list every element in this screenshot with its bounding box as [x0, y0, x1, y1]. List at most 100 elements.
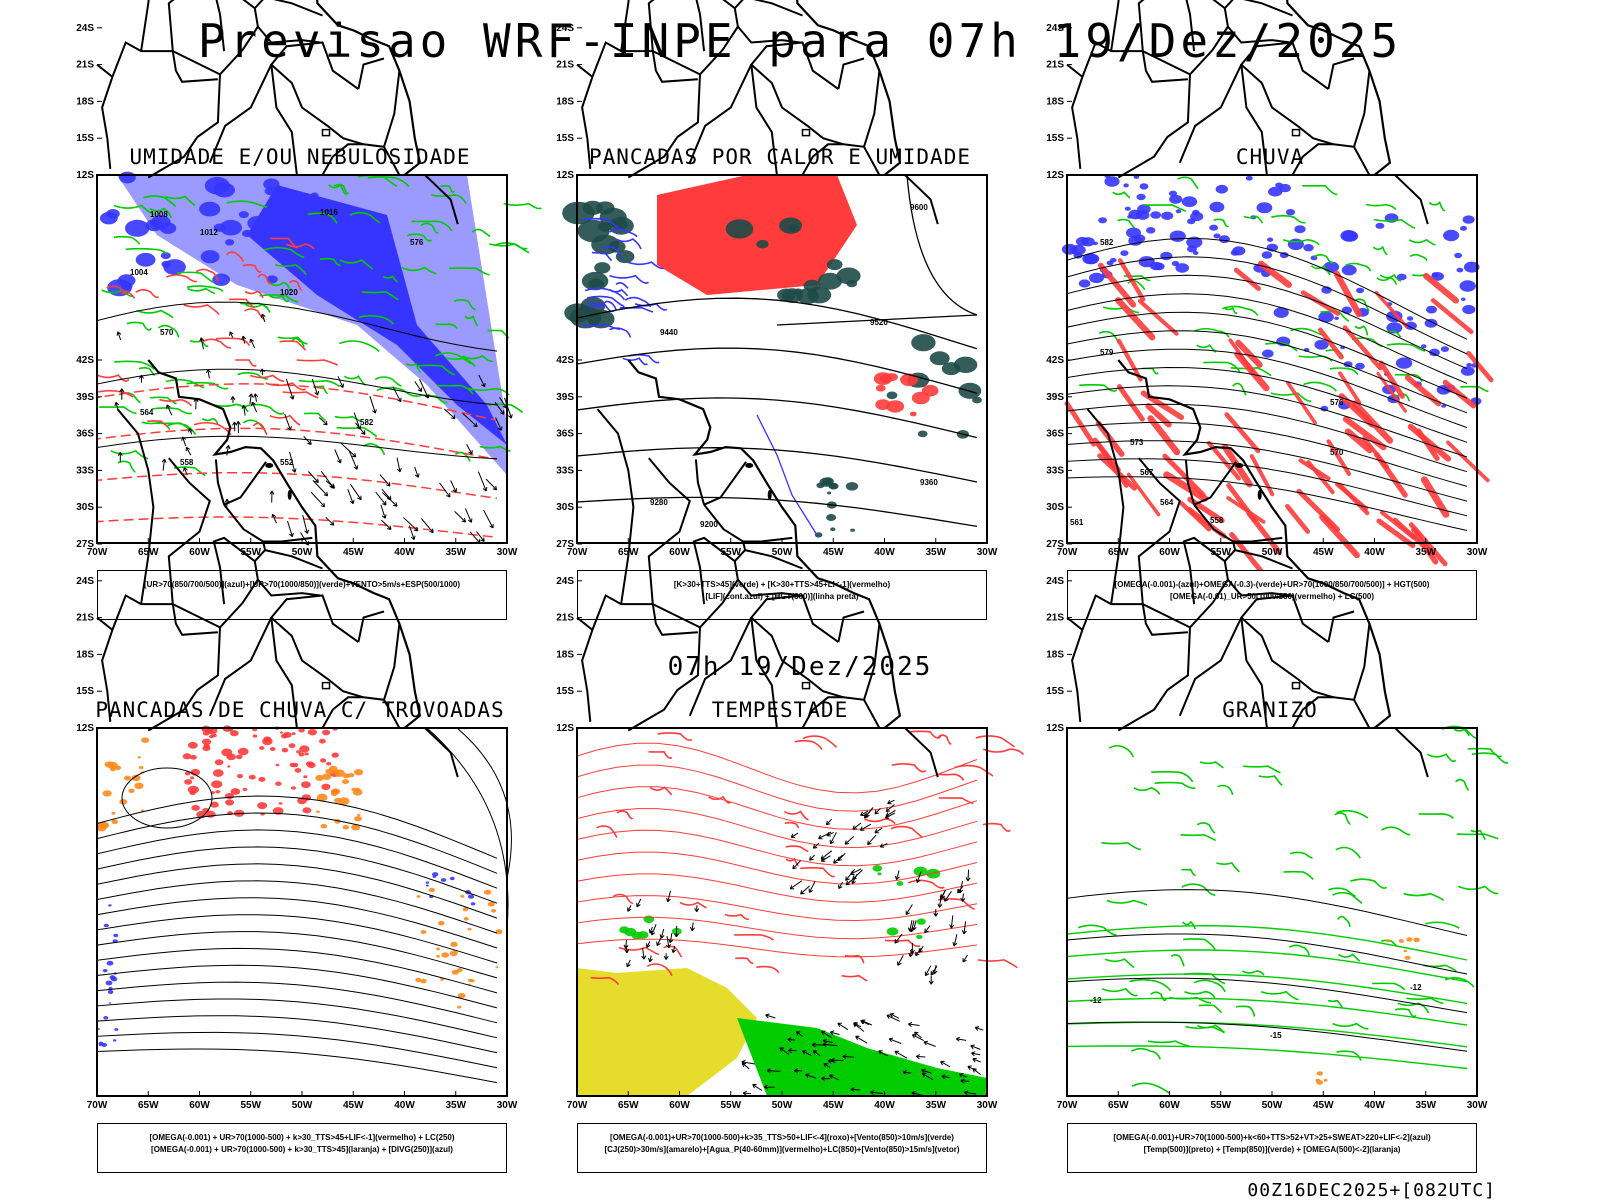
- contour-label: 1004: [130, 268, 148, 277]
- shade-cell: [189, 790, 196, 795]
- shade-cell: [135, 252, 156, 267]
- border-line: [1184, 459, 1196, 505]
- shade-cell: [921, 384, 939, 397]
- shade-cell: [354, 769, 364, 776]
- shade-cell: [1466, 363, 1472, 367]
- lat-tick-label: 36S: [76, 429, 94, 440]
- rain-streak: [1408, 522, 1448, 567]
- rain-streak: [1116, 384, 1145, 422]
- shade-cell: [1356, 287, 1365, 294]
- legend-line: [OMEGA(-0.001)-(azul)+OMEGA(-0.3)-(verde…: [1114, 580, 1430, 589]
- legend-line: [K>30+TTS>45](verde) + [K>30+TTS>45+LI<-…: [673, 580, 891, 589]
- shade-cell: [873, 372, 893, 385]
- contour-squiggle: [1193, 979, 1226, 993]
- shade-cell: [1424, 318, 1438, 328]
- wind-arrow: [789, 880, 803, 890]
- contour-squiggle: [591, 251, 613, 262]
- wind-arrow: [908, 949, 914, 958]
- contour-squiggle: [358, 314, 394, 325]
- wind-arrow: [921, 1068, 932, 1074]
- wind-arrow: [311, 378, 320, 396]
- wind-arrow: [812, 1050, 821, 1057]
- lat-tick-label: 33S: [556, 465, 574, 476]
- contour-squiggle: [1408, 238, 1436, 246]
- rain-streak: [1380, 510, 1417, 541]
- lon-tick-label: 55W: [1210, 1100, 1231, 1111]
- contour-squiggle: [125, 247, 168, 255]
- panel-title: PANCADAS POR CALOR E UMIDADE: [588, 145, 971, 169]
- shade-cell: [1082, 253, 1099, 265]
- lat-tick-label: 39S: [1046, 392, 1064, 403]
- lon-tick-label: 55W: [240, 1100, 261, 1111]
- contour-squiggle: [1283, 870, 1314, 881]
- omega-500-orange: [1386, 937, 1420, 960]
- border-line: [1243, 0, 1293, 17]
- shade-cell: [1316, 1071, 1323, 1076]
- contour-squiggle: [270, 237, 298, 249]
- contour-squiggle: [296, 359, 339, 366]
- wind-arrow: [822, 1042, 838, 1047]
- contour-squiggle: [176, 271, 214, 283]
- shade-cell: [615, 250, 635, 264]
- contour-squiggle: [1133, 786, 1161, 795]
- contour-squiggle: [1147, 1040, 1190, 1047]
- contour-squiggle: [615, 282, 629, 289]
- instability-red: [873, 372, 939, 417]
- contour-squiggle: [467, 387, 510, 396]
- lon-tick-label: 30W: [1467, 1100, 1488, 1111]
- shade-cell: [877, 872, 882, 876]
- wind-arrow: [117, 452, 123, 463]
- rain-streak: [1235, 339, 1263, 368]
- shade-cell: [896, 881, 904, 886]
- panel-calor: PANCADAS POR CALOR E UMIDADE 9600 9520 944…: [540, 0, 1020, 625]
- contour-squiggle: [99, 406, 137, 415]
- lat-tick-label: 39S: [556, 392, 574, 403]
- legend-line: [OMEGA(-0.001) + UR>70(1000-500) + k>30_…: [149, 1133, 455, 1142]
- contour-label: 9600: [910, 203, 928, 212]
- lon-tick-label: 45W: [343, 1100, 364, 1111]
- contour-line: [1066, 933, 1468, 975]
- shade-cell: [184, 771, 191, 776]
- lon-tick-label: 35W: [1415, 1100, 1436, 1111]
- lon-tick-label: 30W: [977, 1100, 998, 1111]
- shade-cell: [103, 923, 109, 928]
- contour-label: 1012: [200, 228, 218, 237]
- border-line: [383, 70, 401, 148]
- shade-cell: [290, 786, 296, 790]
- shade-cell: [281, 747, 289, 753]
- shade-cell: [875, 399, 891, 410]
- wind-arrow: [477, 471, 488, 492]
- lat-tick-label: 27S: [1046, 539, 1064, 550]
- shade-cell: [210, 801, 219, 808]
- shade-cell: [1230, 249, 1240, 256]
- wind-arrow: [188, 427, 193, 435]
- legend-line: [UR>70(850/700/500)](azul)+[UR>70(1000/8…: [143, 580, 461, 589]
- shade-cell: [581, 271, 609, 291]
- wind-arrow: [845, 868, 856, 881]
- contour-squiggle: [977, 959, 1018, 969]
- rain-streak: [1163, 471, 1209, 502]
- rain-streak: [1233, 267, 1261, 291]
- lat-tick-label: 21S: [1046, 613, 1064, 624]
- contour-squiggle: [1101, 987, 1138, 997]
- wind-arrow: [887, 799, 895, 805]
- contour-squiggle: [679, 901, 707, 909]
- streamline: [121, 767, 213, 829]
- shade-cell: [1150, 211, 1162, 219]
- shade-cell: [307, 729, 317, 736]
- contour-squiggle: [1327, 999, 1343, 1008]
- contour-squiggle: [285, 243, 315, 250]
- lagoon: [265, 462, 274, 468]
- lon-tick-label: 55W: [240, 547, 261, 558]
- contour-squiggle: [1394, 1008, 1417, 1018]
- shade-cell: [822, 477, 834, 486]
- contour-squiggle: [1381, 826, 1411, 836]
- contour-squiggle: [1271, 214, 1306, 224]
- border-line: [1353, 623, 1371, 701]
- border-line: [208, 617, 273, 717]
- contour-label: 570: [1330, 448, 1344, 457]
- border-line: [1141, 602, 1191, 636]
- contour-squiggle: [1455, 778, 1470, 791]
- contour-squiggle: [1397, 1002, 1430, 1014]
- lon-tick-label: 35W: [925, 1100, 946, 1111]
